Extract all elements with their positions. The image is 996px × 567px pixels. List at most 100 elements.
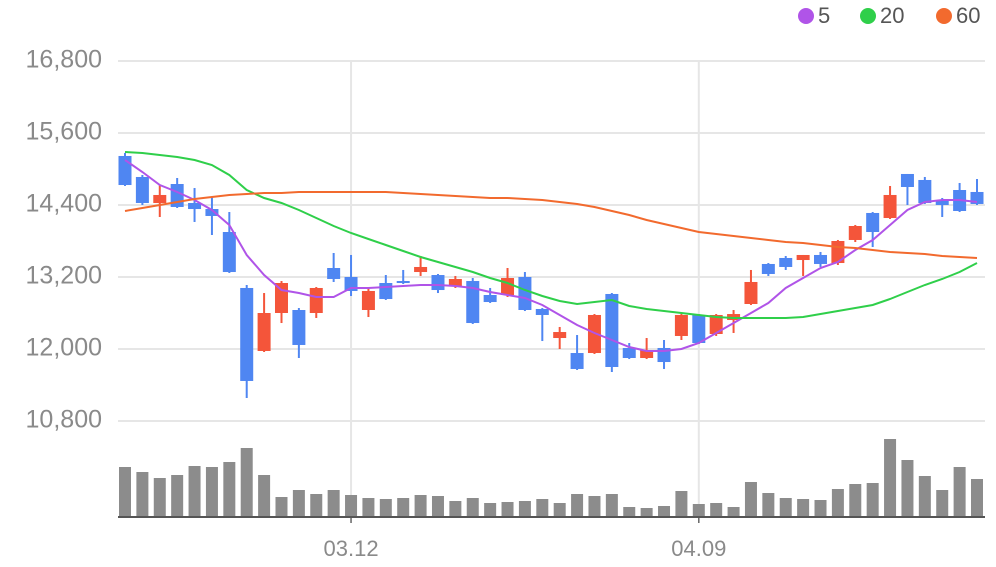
y-tick-label: 13,200 xyxy=(26,262,102,290)
volume-bar xyxy=(171,475,184,517)
candle-body xyxy=(396,281,410,284)
candle-body xyxy=(466,281,480,324)
candle-body xyxy=(570,353,584,369)
candle-body xyxy=(605,293,619,367)
candle-body xyxy=(309,287,323,313)
volume-bar xyxy=(744,482,757,517)
volume-bar xyxy=(849,484,862,517)
candle-body xyxy=(744,281,758,304)
volume-bar xyxy=(953,467,966,517)
volume-bar xyxy=(553,503,566,517)
candle-body xyxy=(327,268,341,279)
legend-label: 60 xyxy=(956,3,980,28)
volume-bar xyxy=(675,491,688,517)
volume-bar xyxy=(362,498,375,517)
volume-bar xyxy=(345,495,358,517)
volume-bar xyxy=(205,467,218,517)
y-tick-label: 14,400 xyxy=(26,190,102,218)
ma-line xyxy=(124,191,978,259)
volume-bar xyxy=(831,489,844,517)
candle-body xyxy=(900,173,914,187)
volume-bar xyxy=(918,476,931,517)
candle-body xyxy=(553,332,567,339)
legend-swatch xyxy=(936,8,952,24)
volume-bar xyxy=(223,462,236,517)
y-tick-label: 16,800 xyxy=(26,46,102,74)
candle-body xyxy=(135,176,149,204)
candle-body xyxy=(779,257,793,267)
volume-bar xyxy=(466,498,479,517)
candle-body xyxy=(814,254,828,264)
volume-bar xyxy=(414,495,427,517)
volume-bar xyxy=(536,499,549,517)
volume-bar xyxy=(779,498,792,517)
candle-body xyxy=(640,350,654,358)
volume-bar xyxy=(310,494,323,517)
y-tick-label: 15,600 xyxy=(26,118,102,146)
candle-body xyxy=(483,295,497,303)
candle-body xyxy=(257,313,271,351)
candle-body xyxy=(918,179,932,204)
volume-bar xyxy=(814,500,827,517)
candle-body xyxy=(431,275,445,291)
volume-bar xyxy=(971,479,983,517)
volume-bar xyxy=(153,478,166,517)
ma-line xyxy=(124,151,978,319)
volume-bar xyxy=(188,466,201,517)
legend-label: 20 xyxy=(880,3,904,28)
candle-body xyxy=(935,200,949,205)
candle-body xyxy=(240,287,254,381)
candle-body xyxy=(692,314,706,343)
volume-bar xyxy=(275,497,288,517)
volume-bar xyxy=(397,498,410,517)
candle-body xyxy=(518,277,532,310)
volume-bar xyxy=(588,496,601,517)
candle-body xyxy=(761,263,775,274)
volume-bar xyxy=(240,448,253,517)
candle-body xyxy=(205,209,219,216)
volume-bar xyxy=(484,503,497,517)
volume-bar xyxy=(623,507,636,517)
y-tick-label: 10,800 xyxy=(26,406,102,434)
y-tick-label: 12,000 xyxy=(26,334,102,362)
candle-body xyxy=(796,254,810,261)
volume-bar xyxy=(727,507,740,517)
legend-swatch xyxy=(860,8,876,24)
volume-bar xyxy=(797,499,810,517)
legend-swatch xyxy=(798,8,814,24)
volume-bar xyxy=(605,494,618,517)
candle-body xyxy=(153,194,167,204)
candle-body xyxy=(866,212,880,232)
candle-body xyxy=(414,266,428,273)
volume-bar xyxy=(431,496,444,517)
candle-body xyxy=(448,278,462,286)
candle-body xyxy=(188,203,202,210)
volume-bar xyxy=(658,506,671,517)
legend-label: 5 xyxy=(818,3,830,28)
volume-bar xyxy=(866,483,879,517)
candle-body xyxy=(709,314,723,334)
volume-bar xyxy=(501,502,514,517)
candle-body xyxy=(222,232,236,273)
volume-bar xyxy=(710,503,723,517)
ma-line xyxy=(124,159,978,352)
volume-bar xyxy=(379,499,392,517)
volume-bar xyxy=(119,467,131,517)
volume-bar xyxy=(901,460,914,517)
candle-body xyxy=(848,226,862,240)
volume-bar xyxy=(136,472,149,517)
candle-body xyxy=(379,283,393,300)
candle-body xyxy=(361,290,375,310)
x-tick-label: 04.09 xyxy=(671,536,726,561)
candle-body xyxy=(501,278,515,295)
candle-body xyxy=(292,310,306,345)
x-tick-label: 03.12 xyxy=(324,536,379,561)
volume-bar xyxy=(640,508,653,517)
volume-bar xyxy=(692,504,705,517)
volume-bar xyxy=(884,439,897,517)
volume-bar xyxy=(327,490,340,517)
volume-bar xyxy=(258,475,271,517)
candle-body xyxy=(274,283,288,313)
